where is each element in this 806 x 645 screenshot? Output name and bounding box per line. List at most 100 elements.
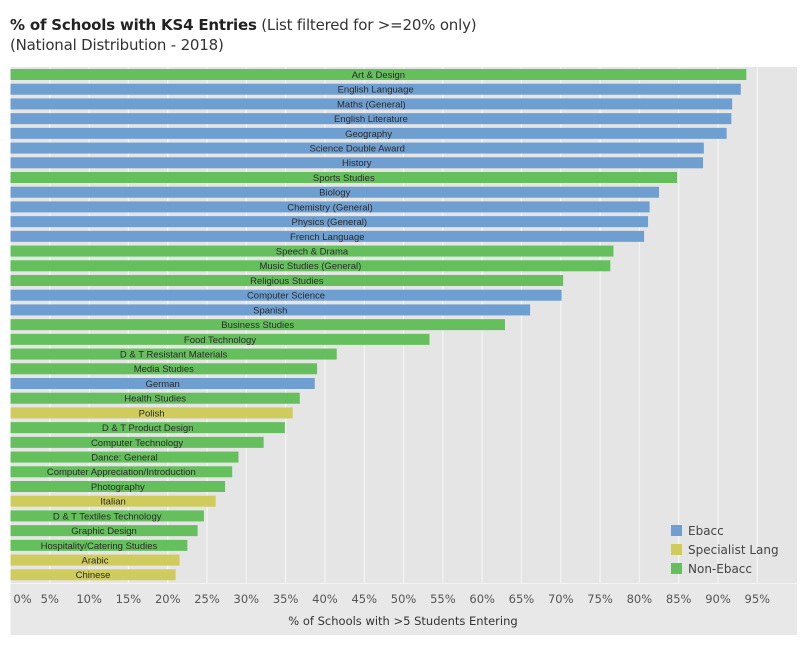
bar-label: Computer Technology — [91, 438, 183, 449]
bar-row[interactable]: Physics (General) — [10, 216, 649, 228]
bar-label: D & T Resistant Materials — [120, 349, 228, 360]
bar[interactable] — [10, 201, 650, 213]
x-tick-label: 80% — [627, 592, 653, 606]
x-tick-label: 60% — [469, 592, 495, 606]
bar-label: Music Studies (General) — [259, 261, 361, 272]
bar[interactable] — [10, 333, 430, 345]
bar-row[interactable]: Computer Technology — [10, 436, 264, 449]
bar-row[interactable]: Hospitality/Catering Studies — [10, 539, 188, 552]
legend-item[interactable]: Non-Ebacc — [671, 562, 752, 576]
bar-label: Sports Studies — [313, 173, 375, 184]
legend-item[interactable]: Ebacc — [671, 524, 724, 538]
bar-row[interactable]: Geography — [10, 127, 727, 140]
bar[interactable] — [10, 525, 198, 537]
bar[interactable] — [10, 172, 678, 183]
bar[interactable] — [10, 510, 204, 522]
bar[interactable] — [10, 260, 611, 272]
bar[interactable] — [10, 275, 564, 286]
legend-item[interactable]: Specialist Lang — [671, 543, 779, 557]
bar-label: German — [145, 379, 179, 390]
bar-label: History — [342, 158, 372, 169]
bar-row[interactable]: English Literature — [10, 113, 732, 125]
bar-row[interactable]: Speech & Drama — [10, 245, 614, 258]
bar-row[interactable]: D & T Resistant Materials — [10, 348, 337, 361]
bar-row[interactable]: D & T Textiles Technology — [10, 510, 204, 522]
bar-label: Chemistry (General) — [287, 202, 373, 213]
bar-row[interactable]: Arabic — [10, 554, 180, 567]
bar[interactable] — [10, 113, 732, 125]
bar-row[interactable]: Health Studies — [10, 392, 300, 405]
bar-row[interactable]: Business Studies — [10, 319, 505, 331]
bar-label: Business Studies — [221, 320, 294, 331]
bar-label: Biology — [319, 188, 350, 199]
bar[interactable] — [10, 451, 239, 463]
x-tick-label: 0% — [13, 592, 31, 606]
bar[interactable] — [10, 436, 264, 448]
bar[interactable] — [10, 230, 645, 242]
x-tick-label: 40% — [312, 592, 338, 606]
bar-row[interactable]: Computer Appreciation/Introduction — [10, 466, 233, 478]
bar-row[interactable]: Art & Design — [10, 69, 747, 81]
bar[interactable] — [10, 245, 614, 257]
bar-row[interactable]: Dance: General — [10, 451, 239, 464]
bar[interactable] — [10, 98, 733, 110]
bar[interactable] — [10, 554, 180, 566]
bar[interactable] — [10, 363, 318, 375]
bar[interactable] — [10, 569, 176, 581]
bar-row[interactable]: Polish — [10, 407, 293, 419]
chart-title-main: % of Schools with KS4 Entries — [10, 16, 257, 34]
bar[interactable] — [10, 289, 562, 301]
bar-row[interactable]: French Language — [10, 230, 645, 243]
bar-row[interactable]: Graphic Design — [10, 525, 198, 537]
bar[interactable] — [10, 319, 505, 331]
x-tick-label: 30% — [234, 592, 260, 606]
bar-label: Computer Science — [247, 291, 325, 302]
bar-row[interactable]: Photography — [10, 481, 226, 493]
bar-row[interactable]: Spanish — [10, 304, 531, 316]
bar-row[interactable]: Science Double Award — [10, 142, 704, 155]
bar[interactable] — [10, 69, 747, 80]
bar-label: Computer Appreciation/Introduction — [47, 467, 196, 478]
bar[interactable] — [10, 216, 649, 228]
bar[interactable] — [10, 83, 741, 95]
bar-row[interactable]: Media Studies — [10, 363, 318, 375]
bar-row[interactable]: English Language — [10, 83, 741, 96]
bar-row[interactable]: German — [10, 378, 315, 390]
bar[interactable] — [10, 348, 337, 360]
bar-row[interactable]: Sports Studies — [10, 172, 678, 184]
bar[interactable] — [10, 157, 704, 169]
bar-label: D & T Product Design — [102, 423, 194, 434]
bar[interactable] — [10, 142, 704, 154]
bar-label: Maths (General) — [337, 99, 406, 110]
bar-row[interactable]: Computer Science — [10, 289, 562, 302]
bar-row[interactable]: Religious Studies — [10, 275, 564, 287]
bar[interactable] — [10, 539, 188, 551]
bar-row[interactable]: Food Technology — [10, 333, 430, 346]
bar-row[interactable]: History — [10, 157, 704, 169]
bar-label: Graphic Design — [71, 526, 136, 537]
bar-label: Spanish — [253, 305, 287, 316]
bar[interactable] — [10, 186, 660, 198]
bar[interactable] — [10, 466, 233, 478]
bar[interactable] — [10, 422, 285, 434]
legend-label: Ebacc — [688, 524, 724, 538]
x-tick-label: 10% — [76, 592, 102, 606]
bar-label: D & T Textiles Technology — [53, 511, 162, 522]
bar-row[interactable]: Music Studies (General) — [10, 260, 611, 272]
bar[interactable] — [10, 407, 293, 419]
bar[interactable] — [10, 378, 315, 389]
bar-row[interactable]: Chinese — [10, 569, 176, 581]
bar[interactable] — [10, 127, 727, 139]
bar[interactable] — [10, 495, 216, 507]
bar-row[interactable]: Biology — [10, 186, 660, 199]
bar[interactable] — [10, 392, 300, 404]
x-tick-label: 35% — [273, 592, 299, 606]
bar-row[interactable]: Maths (General) — [10, 98, 733, 110]
bar-label: Science Double Award — [309, 143, 404, 154]
bar-row[interactable]: Italian — [10, 495, 216, 508]
bar-row[interactable]: D & T Product Design — [10, 422, 285, 434]
bar[interactable] — [10, 304, 531, 316]
bar-row[interactable]: Chemistry (General) — [10, 201, 650, 213]
bar-label: Dance: General — [91, 452, 158, 463]
bar[interactable] — [10, 481, 226, 492]
